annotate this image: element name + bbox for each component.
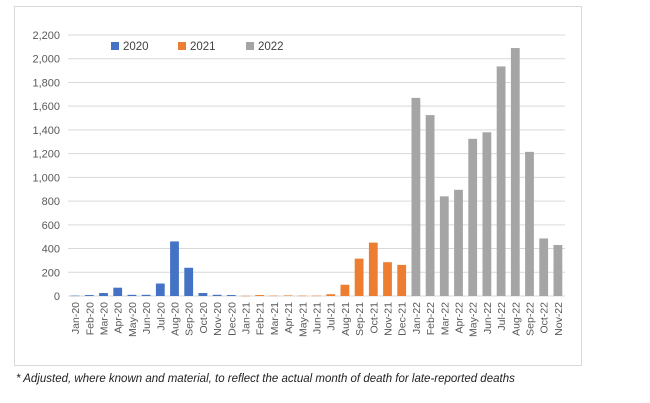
x-tick-label: Mar-22 — [439, 302, 451, 335]
bar-2022-Jul-22 — [496, 66, 506, 297]
y-tick-label: 800 — [42, 196, 60, 208]
legend-label-2021: 2021 — [190, 41, 216, 53]
x-tick-label: Jan-20 — [70, 302, 82, 334]
bar-2022-Feb-22 — [425, 115, 435, 296]
bar-2020-Jan-20 — [70, 295, 80, 297]
bars — [70, 48, 563, 297]
legend-swatch-2021 — [178, 42, 186, 50]
bar-2021-Sep-21 — [354, 258, 364, 296]
y-tick-label: 2,000 — [32, 54, 60, 66]
x-tick-label: Jul-21 — [326, 302, 338, 331]
x-tick-label: May-21 — [297, 302, 309, 337]
x-tick-label: Apr-20 — [113, 302, 125, 334]
legend: 2020 2021 2022 — [111, 41, 284, 53]
x-tick-label: Feb-22 — [425, 302, 437, 335]
footnote: * Adjusted, where known and material, to… — [16, 373, 515, 385]
bar-2022-Jan-22 — [411, 97, 421, 296]
x-tick-label: Oct-22 — [539, 302, 551, 334]
x-tick-label: Aug-21 — [340, 302, 352, 336]
x-tick-label: Oct-21 — [368, 302, 380, 334]
x-tick-label: Aug-22 — [510, 302, 522, 336]
bar-2020-May-20 — [127, 294, 137, 296]
bar-2021-Aug-21 — [340, 284, 350, 296]
legend-label-2020: 2020 — [123, 41, 149, 53]
bar-2022-Jun-22 — [482, 132, 492, 296]
x-tick-label: Apr-22 — [454, 302, 466, 334]
x-tick-label: Nov-22 — [553, 302, 565, 336]
y-tick-label: 1,800 — [32, 77, 60, 89]
x-tick-label: Oct-20 — [198, 302, 210, 334]
y-tick-label: 2,200 — [32, 30, 60, 42]
x-tick-label: Apr-21 — [283, 302, 295, 334]
x-tick-label: Mar-20 — [99, 302, 111, 335]
bar-2021-Jun-21 — [312, 295, 321, 297]
y-tick-label: 1,000 — [32, 172, 60, 184]
bar-2021-Nov-21 — [383, 262, 392, 296]
x-tick-label: Jul-20 — [155, 302, 167, 331]
x-tick-label: Jul-22 — [496, 302, 508, 331]
x-tick-label: Nov-21 — [383, 302, 395, 336]
legend-swatch-2020 — [111, 42, 119, 50]
x-tick-label: Jan-22 — [411, 302, 423, 334]
legend-swatch-2022 — [246, 42, 254, 50]
bar-2021-Oct-21 — [368, 242, 378, 296]
y-tick-label: 600 — [42, 220, 60, 232]
bar-2021-Feb-21 — [255, 295, 265, 296]
bar-2021-May-21 — [297, 295, 307, 297]
grid-lines — [68, 34, 565, 297]
x-tick-label: Jun-22 — [482, 302, 494, 334]
y-tick-label: 1,200 — [32, 149, 60, 161]
x-tick-label: Dec-20 — [226, 302, 238, 336]
bar-2020-Apr-20 — [113, 287, 123, 296]
x-tick-label: Nov-20 — [212, 302, 224, 336]
bar-2022-Aug-22 — [510, 48, 520, 296]
x-axis-ticks: Jan-20 Feb-20 Mar-20 Apr-20 May-20 Jun-20 Jul-… — [70, 302, 565, 337]
x-tick-label: May-20 — [127, 302, 139, 337]
x-tick-label: Aug-20 — [170, 302, 182, 336]
x-tick-label: Mar-21 — [269, 302, 281, 335]
x-tick-label: Jan-21 — [241, 302, 253, 334]
y-tick-label: 1,600 — [32, 101, 60, 113]
bar-2021-Jul-21 — [326, 294, 336, 296]
bar-chart: 0 200 400 600 800 1,000 1,200 1,400 1,600 1,800 2,… — [32, 30, 565, 337]
x-tick-label: Sep-22 — [525, 302, 537, 336]
legend-label-2022: 2022 — [258, 41, 284, 53]
bar-2020-Mar-20 — [99, 293, 108, 296]
bar-2022-May-22 — [468, 138, 478, 296]
bar-2020-Oct-20 — [198, 293, 208, 296]
bar-2021-Dec-21 — [397, 264, 407, 296]
bar-2020-Feb-20 — [84, 295, 94, 296]
y-tick-label: 400 — [42, 244, 60, 256]
x-tick-label: Jun-20 — [141, 302, 153, 334]
x-tick-label: May-22 — [468, 302, 480, 337]
bar-2022-Sep-22 — [525, 151, 534, 296]
bar-2020-Dec-20 — [226, 295, 236, 296]
x-tick-label: Feb-20 — [84, 302, 96, 335]
bar-2022-Apr-22 — [454, 189, 463, 296]
bar-2022-Oct-22 — [539, 238, 549, 296]
y-tick-label: 0 — [54, 291, 60, 303]
x-tick-label: Sep-20 — [184, 302, 196, 336]
bar-2020-Jul-20 — [155, 283, 165, 296]
y-tick-label: 200 — [42, 267, 60, 279]
x-tick-label: Feb-21 — [255, 302, 267, 335]
bar-2021-Jan-21 — [241, 295, 250, 297]
y-tick-label: 1,400 — [32, 125, 60, 137]
bar-2021-Mar-21 — [269, 295, 279, 297]
bar-2020-Jun-20 — [141, 294, 151, 296]
chart-frame: 0 200 400 600 800 1,000 1,200 1,400 1,600 1,800 2,… — [14, 6, 582, 366]
x-tick-label: Jun-21 — [312, 302, 324, 334]
x-tick-label: Sep-21 — [354, 302, 366, 336]
bar-2020-Sep-20 — [184, 267, 194, 296]
bar-2021-Apr-21 — [283, 295, 293, 296]
bar-2022-Nov-22 — [553, 244, 563, 296]
y-axis-ticks: 0 200 400 600 800 1,000 1,200 1,400 1,600 1,800 2,… — [32, 30, 60, 303]
bar-2020-Aug-20 — [170, 241, 179, 296]
x-tick-label: Dec-21 — [397, 302, 409, 336]
bar-2022-Mar-22 — [439, 196, 449, 296]
bar-2020-Nov-20 — [212, 294, 222, 296]
